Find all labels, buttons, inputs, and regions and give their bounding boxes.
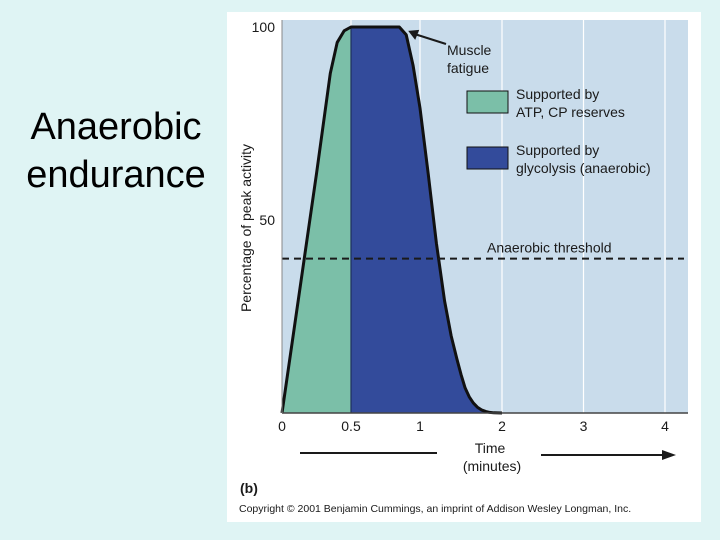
- tick-labels: 0 0.5 1 2 3 4 50 100: [252, 19, 669, 434]
- annotation-label-line1: Muscle: [447, 42, 492, 58]
- x-label-arrowhead: [662, 450, 676, 460]
- threshold-label: Anaerobic threshold: [487, 240, 612, 256]
- x-tick-label-5: 4: [661, 418, 669, 434]
- y-axis-label: Percentage of peak activity: [238, 144, 254, 312]
- legend-swatch-glycolysis: [466, 146, 509, 170]
- y-tick-label-0: 50: [259, 212, 275, 228]
- legend-label-glycolysis-line1: Supported by: [516, 142, 599, 158]
- x-axis-label-line2: (minutes): [463, 458, 521, 474]
- legend-swatch-atp-cp: [466, 90, 509, 114]
- x-tick-label-4: 3: [580, 418, 588, 434]
- activity-curve-outline: [280, 25, 503, 415]
- y-tick-label-1: 100: [252, 19, 276, 35]
- slide-title-line1: Anaerobic: [30, 106, 202, 148]
- x-tick-label-1: 0.5: [341, 418, 361, 434]
- x-axis-label-line1: Time: [475, 440, 506, 456]
- legend-label-atp-cp-line1: Supported by: [516, 86, 599, 102]
- legend-label-glycolysis-line2: glycolysis (anaerobic): [516, 160, 651, 176]
- annotation-arrow: [413, 32, 447, 45]
- x-tick-label-3: 2: [498, 418, 506, 434]
- annotation-label-line2: fatigue: [447, 60, 489, 76]
- slide-title-line2: endurance: [26, 154, 206, 196]
- x-tick-label-0: 0: [278, 418, 286, 434]
- copyright-text: Copyright © 2001 Benjamin Cummings, an i…: [239, 503, 631, 515]
- panel-label: (b): [240, 480, 258, 496]
- legend-label-atp-cp-line2: ATP, CP reserves: [516, 104, 625, 120]
- area-atp-cp: [282, 27, 351, 413]
- annotation-arrowhead: [408, 29, 420, 40]
- area-glycolysis: [351, 27, 502, 413]
- x-tick-label-2: 1: [416, 418, 424, 434]
- slide-title: Anaerobic endurance: [10, 103, 222, 199]
